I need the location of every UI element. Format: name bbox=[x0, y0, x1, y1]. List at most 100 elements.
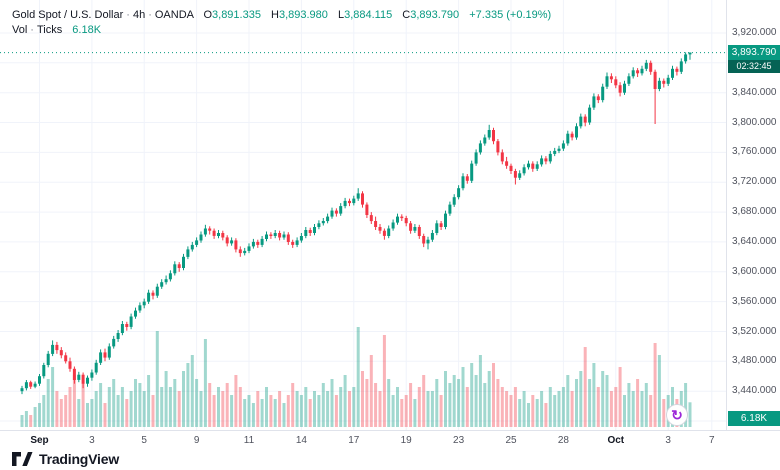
volume-bar bbox=[343, 375, 347, 427]
time-axis-label: 3 bbox=[665, 435, 671, 446]
time-axis-label: 9 bbox=[193, 435, 200, 446]
time-axis-label: 14 bbox=[295, 435, 307, 446]
volume-bar bbox=[116, 395, 120, 427]
candle bbox=[256, 239, 260, 248]
volume-bar bbox=[282, 403, 286, 427]
candle bbox=[313, 224, 316, 236]
volume-bar bbox=[160, 387, 164, 427]
volume-bar bbox=[640, 391, 644, 427]
exchange-label: OANDA bbox=[154, 9, 194, 21]
time-axis-label: 25 bbox=[505, 435, 517, 446]
volume-bar bbox=[461, 367, 465, 427]
candle bbox=[596, 94, 600, 104]
volume-bar bbox=[400, 399, 404, 427]
candle bbox=[444, 210, 447, 230]
time-axis-label: 3 bbox=[89, 435, 95, 446]
volume-bar bbox=[313, 391, 316, 427]
volume-bar bbox=[365, 379, 369, 427]
candle bbox=[618, 82, 622, 97]
price-axis-label: 3,440.000 bbox=[732, 385, 777, 397]
volume-bar bbox=[535, 399, 539, 427]
volume-bar bbox=[505, 391, 509, 427]
volume-bar bbox=[688, 402, 692, 427]
candle bbox=[509, 163, 513, 174]
volume-bar bbox=[260, 399, 264, 427]
candle bbox=[474, 149, 478, 166]
candle bbox=[120, 321, 124, 336]
candle bbox=[208, 226, 212, 235]
volume-bar bbox=[544, 403, 548, 427]
candle bbox=[86, 375, 89, 387]
candle bbox=[662, 78, 666, 88]
volume-bar bbox=[596, 387, 600, 427]
candle bbox=[387, 225, 391, 239]
interval-label[interactable]: 4h bbox=[132, 9, 146, 21]
candle bbox=[304, 227, 308, 239]
candle bbox=[640, 65, 644, 76]
candle bbox=[396, 213, 399, 225]
candle bbox=[404, 215, 408, 227]
volume-bar bbox=[618, 367, 622, 427]
volume-source-label: Ticks bbox=[36, 24, 63, 36]
candle bbox=[657, 77, 661, 92]
volume-bar bbox=[273, 399, 277, 427]
volume-bar bbox=[601, 371, 605, 427]
candle bbox=[68, 357, 72, 372]
candle bbox=[160, 279, 164, 289]
volume-bar bbox=[396, 387, 399, 427]
candle bbox=[125, 321, 129, 331]
price-axis-label: 3,760.000 bbox=[732, 146, 777, 158]
volume-bar bbox=[339, 387, 343, 427]
candle bbox=[20, 385, 24, 395]
candle bbox=[518, 170, 522, 180]
volume-bar bbox=[378, 391, 382, 427]
candle bbox=[374, 216, 378, 230]
candle bbox=[77, 371, 81, 383]
volume-bar bbox=[566, 375, 570, 427]
candle bbox=[478, 140, 482, 155]
high-value: 3,893.980 bbox=[278, 9, 328, 21]
candle bbox=[217, 230, 220, 239]
volume-bar bbox=[387, 379, 391, 427]
symbol-title[interactable]: Gold Spot / U.S. Dollar bbox=[12, 9, 124, 21]
volume-bar bbox=[430, 391, 434, 427]
volume-indicator-label[interactable]: Vol bbox=[12, 24, 28, 36]
volume-bar bbox=[348, 391, 351, 427]
candle bbox=[94, 359, 98, 375]
candle bbox=[487, 124, 491, 140]
candle bbox=[81, 372, 85, 389]
time-axis-label: Oct bbox=[607, 435, 625, 446]
volume-bar bbox=[487, 371, 491, 427]
volume-bar bbox=[605, 375, 609, 427]
volume-bar bbox=[330, 379, 334, 427]
current-volume-badge: 6.18K bbox=[728, 411, 780, 426]
candle bbox=[605, 72, 609, 89]
price-axis[interactable]: 3,893.790 02:32:45 6.18K 3,920.0003,880.… bbox=[726, 0, 780, 430]
volume-bar bbox=[42, 395, 46, 427]
volume-bar bbox=[112, 379, 116, 427]
volume-bar bbox=[86, 403, 89, 427]
volume-current-value: 6.18K bbox=[72, 24, 102, 36]
volume-bar bbox=[94, 391, 98, 427]
candle bbox=[566, 130, 570, 146]
candle bbox=[644, 59, 648, 72]
candle bbox=[260, 236, 264, 248]
candle bbox=[561, 140, 565, 151]
volume-bar bbox=[662, 399, 666, 427]
price-axis-label: 3,920.000 bbox=[732, 27, 777, 38]
tradingview-brand-link[interactable]: TradingView bbox=[12, 451, 119, 467]
volume-bar bbox=[627, 383, 631, 427]
candle bbox=[116, 330, 120, 342]
candle bbox=[99, 349, 103, 365]
candle bbox=[321, 218, 325, 226]
candle bbox=[46, 350, 50, 368]
refresh-button[interactable]: ↻ bbox=[666, 404, 688, 426]
candle bbox=[51, 340, 55, 357]
volume-bar bbox=[103, 403, 107, 427]
volume-bar bbox=[168, 387, 172, 427]
time-axis[interactable]: Sep 3 5 9 11 14 17 19 23 25 28 Oct 3 7 bbox=[0, 430, 780, 451]
candle bbox=[409, 221, 413, 234]
candlestick-plot[interactable] bbox=[0, 0, 726, 430]
candle bbox=[103, 348, 107, 362]
tradingview-wordmark: TradingView bbox=[39, 451, 120, 467]
